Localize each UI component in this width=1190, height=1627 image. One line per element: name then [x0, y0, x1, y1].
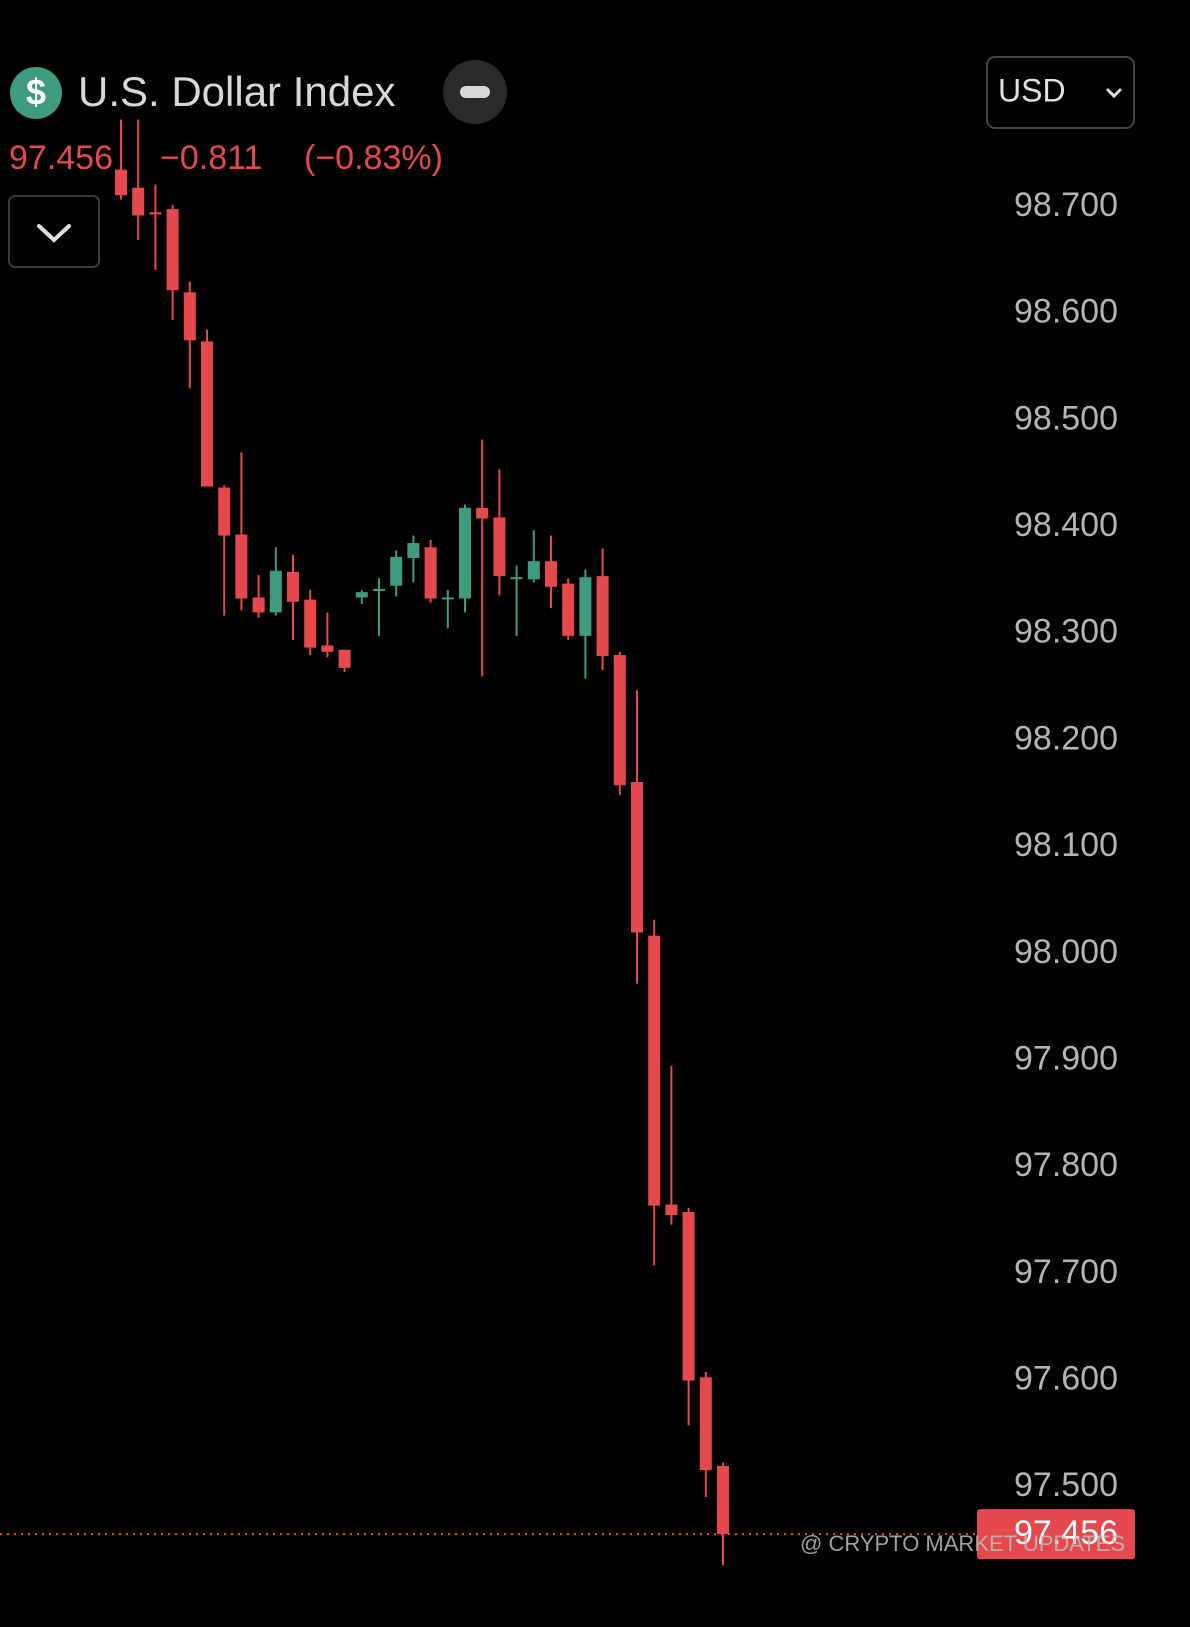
- y-tick-label: 98.700: [1014, 186, 1118, 224]
- y-tick-label: 98.500: [1014, 399, 1118, 437]
- y-tick-label: 97.700: [1014, 1253, 1118, 1291]
- y-tick-label: 98.100: [1014, 826, 1118, 864]
- y-tick-label: 97.600: [1014, 1360, 1118, 1398]
- candle-body: [717, 1465, 729, 1535]
- symbol-icon: [10, 67, 62, 119]
- y-tick-label: 97.900: [1014, 1039, 1118, 1077]
- candle-body: [476, 507, 489, 519]
- candle-body: [596, 576, 609, 657]
- candle-body: [252, 597, 265, 613]
- candle-body: [699, 1377, 712, 1471]
- currency-label: USD: [998, 72, 1066, 108]
- plot-area: 98.700 98.600 98.500 98.400 98.300 98.200 98.1…: [0, 119, 1135, 1566]
- candle-body: [218, 487, 231, 536]
- candle-body: [321, 645, 334, 652]
- overlay: $ U.S. Dollar Index 97.456 −0.811 (−0.83…: [8, 56, 1135, 1556]
- candle-body: [493, 517, 506, 577]
- candle-body: [183, 292, 196, 341]
- candle-body: [201, 341, 213, 487]
- candle-body: [510, 577, 523, 580]
- y-tick-label: 97.800: [1014, 1146, 1118, 1184]
- candle-body: [235, 534, 248, 599]
- candle-body: [682, 1211, 695, 1381]
- candle-body: [545, 561, 557, 587]
- candle-body: [304, 599, 317, 648]
- currency-chevron: [1106, 88, 1122, 99]
- watermark: @ CRYPTO MARKET UPDATES: [800, 1531, 1125, 1556]
- candle-body: [562, 583, 575, 636]
- candle-body: [166, 209, 179, 291]
- candle-body: [424, 547, 437, 599]
- candle-body: [132, 187, 145, 216]
- y-tick-label: 98.200: [1014, 719, 1118, 757]
- candle-body: [149, 212, 162, 215]
- candle-body: [338, 649, 351, 668]
- candle-body: [648, 935, 661, 1206]
- collapse-button-icon: [460, 86, 490, 98]
- price-change-percent: (−0.83%): [304, 139, 443, 177]
- y-tick-label: 98.600: [1014, 293, 1118, 331]
- candle-body: [287, 571, 299, 602]
- expand-chevron: [37, 224, 71, 243]
- y-tick-label: 98.000: [1014, 933, 1118, 971]
- candle-body: [665, 1204, 678, 1216]
- last-price-label: 97.456: [1014, 1514, 1118, 1552]
- candle-body: [613, 655, 626, 786]
- candle-body: [441, 597, 454, 600]
- candle-body: [459, 507, 471, 599]
- y-tick-label: 98.300: [1014, 613, 1118, 651]
- candle-body: [631, 782, 643, 933]
- currency-select[interactable]: [986, 56, 1135, 129]
- candle-body: [579, 577, 592, 636]
- price: 97.456: [9, 139, 113, 177]
- expand-button[interactable]: [8, 195, 100, 268]
- chart-title: U.S. Dollar Index: [78, 68, 395, 115]
- y-tick-label: 97.500: [1014, 1466, 1118, 1504]
- y-tick-label: 98.400: [1014, 506, 1118, 544]
- candle-body: [527, 561, 540, 580]
- candle-body: [355, 592, 368, 598]
- price-change: −0.811: [160, 139, 262, 177]
- candle-body: [390, 556, 403, 586]
- symbol-icon-glyph: $: [26, 72, 46, 113]
- candle-body: [373, 588, 385, 591]
- candle-body: [115, 169, 127, 196]
- last-price-box: [977, 1509, 1135, 1560]
- candle-body: [269, 570, 282, 613]
- candle-body: [407, 543, 420, 558]
